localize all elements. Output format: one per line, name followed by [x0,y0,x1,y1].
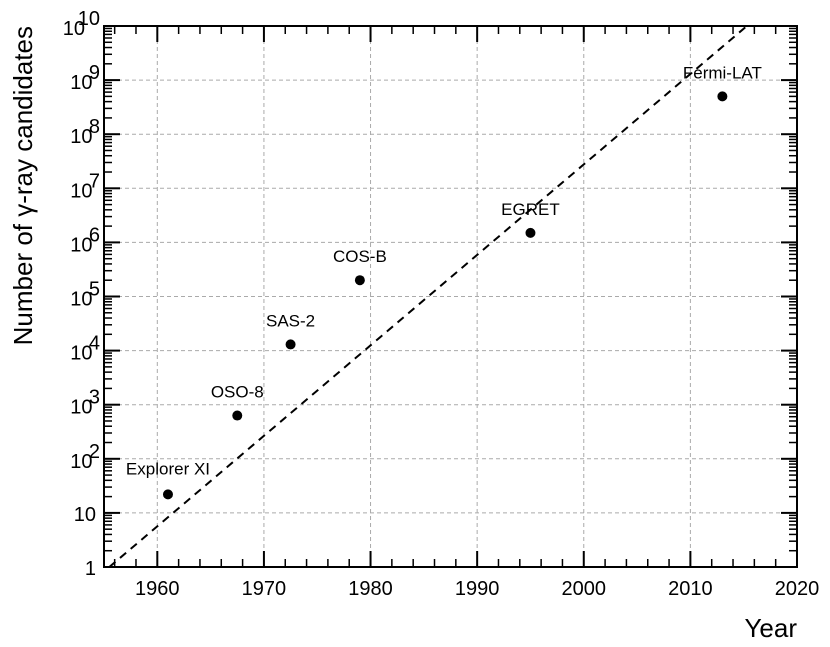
y-tick-base: 1 [85,558,96,580]
y-tick-label: 1 [85,558,96,580]
point-label: COS-B [333,247,387,266]
y-tick-base: 10 [70,343,92,365]
y-tick-base: 10 [70,126,92,148]
y-tick-base: 10 [74,504,96,526]
x-tick-label: 1980 [348,578,393,600]
minor-ticks [104,26,797,567]
data-point [354,275,365,286]
y-tick-exponent: 5 [89,279,100,301]
grid [104,26,797,567]
y-tick-exponent: 7 [89,170,100,192]
point-label: OSO-8 [211,383,264,402]
y-tick-base: 10 [70,397,92,419]
y-tick-base: 10 [70,289,92,311]
x-tick-label: 2000 [562,578,607,600]
y-tick-exponent: 4 [89,333,100,355]
y-tick-label: 210 [70,441,100,473]
y-tick-label: 410 [70,333,100,365]
data-point [162,489,173,500]
y-tick-label: 910 [70,62,100,94]
y-tick-label: 710 [70,170,100,202]
x-tick-label: 2010 [668,578,713,600]
y-tick-exponent: 10 [78,8,100,30]
x-tick-label: 1970 [242,578,287,600]
x-axis-title: Year [744,613,797,643]
data-point [232,410,243,421]
y-tick-base: 10 [70,451,92,473]
y-tick-exponent: 3 [89,387,100,409]
y-tick-label: 810 [70,116,100,148]
x-tick-labels: 1960 1970 1980 1990 2000 2010 2020 [135,578,819,600]
x-tick-label: 1990 [455,578,500,600]
point-labels: Explorer XI OSO-8 SAS-2 COS-B EGRET Fermi-LAT [126,63,762,478]
y-tick-label: 610 [70,224,100,256]
y-tick-label: 10 [74,504,96,526]
data-point [525,227,536,238]
point-label: EGRET [501,200,560,219]
y-tick-base: 10 [70,234,92,256]
plot-frame [103,25,798,568]
x-tick-label: 2020 [775,578,820,600]
y-tick-exponent: 8 [89,116,100,138]
y-tick-label: 310 [70,387,100,419]
point-label: Fermi-LAT [683,63,762,82]
data-points [162,91,728,500]
point-label: Explorer XI [126,459,210,478]
y-tick-label: 510 [70,279,100,311]
y-tick-base: 10 [70,180,92,202]
x-tick-label: 1960 [135,578,180,600]
data-point [285,339,296,350]
major-ticks [104,25,798,568]
y-tick-base: 10 [70,72,92,94]
y-tick-base: 10 [63,18,85,40]
y-tick-exponent: 2 [89,441,100,463]
y-tick-exponent: 9 [89,62,100,84]
point-label: SAS-2 [266,311,315,330]
data-point [717,91,728,102]
y-axis-title: Number of γ-ray candidates [8,26,38,345]
y-tick-exponent: 6 [89,224,100,246]
